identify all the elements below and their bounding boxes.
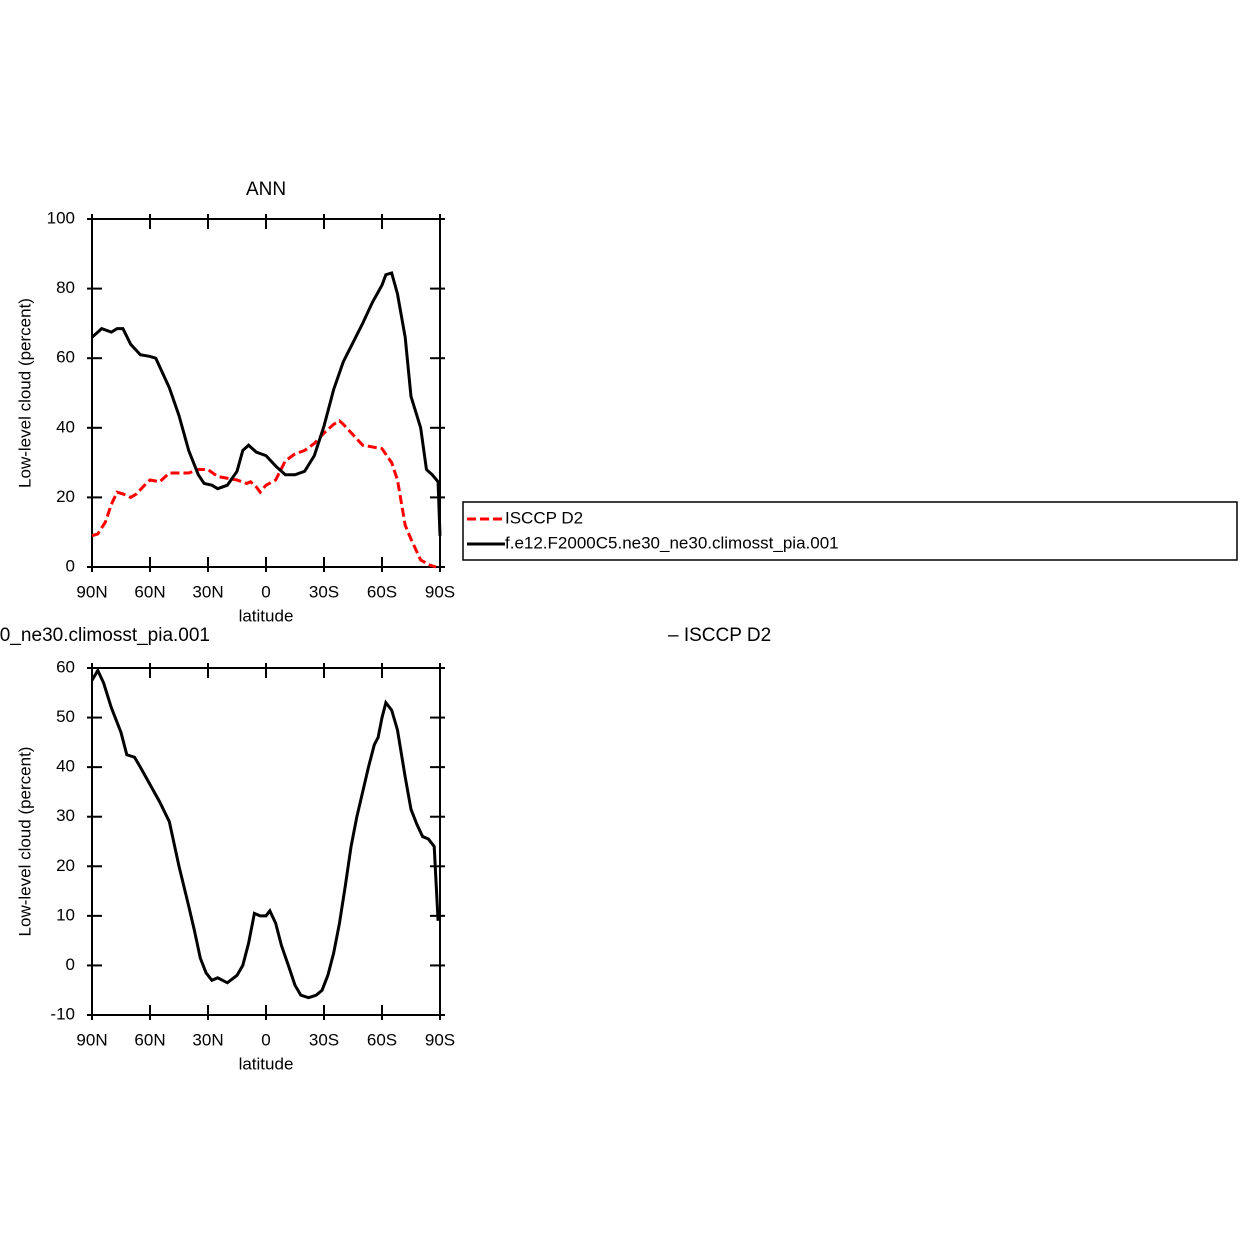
- x-axis-label: latitude: [239, 1054, 294, 1073]
- x-axis-label: latitude: [239, 606, 294, 625]
- y-axis-label: Low-level cloud (percent): [15, 747, 34, 937]
- y-tick-label: 0: [66, 556, 75, 575]
- y-tick-label: 10: [56, 905, 75, 924]
- left-title: f.e12.F2000C5.ne30_ne30.climosst_pia.001: [0, 625, 210, 646]
- x-tick-label: 90N: [76, 1030, 107, 1049]
- legend: ISCCP D2 f.e12.F2000C5.ne30_ne30.climosst…: [462, 501, 1238, 561]
- legend-label: ISCCP D2: [505, 508, 583, 527]
- y-tick-label: 20: [56, 487, 75, 506]
- x-tick-label: 90S: [425, 1030, 455, 1049]
- y-tick-label: 50: [56, 707, 75, 726]
- x-tick-label: 90N: [76, 582, 107, 601]
- x-tick-label: 90S: [425, 582, 455, 601]
- x-tick-label: 0: [261, 582, 270, 601]
- x-tick-label: 30N: [192, 1030, 223, 1049]
- x-tick-label: 30S: [309, 1030, 339, 1049]
- legend-box: [462, 501, 1238, 561]
- plot-frame: [91, 218, 441, 568]
- y-tick-label: 40: [56, 757, 75, 776]
- series-line: [90, 271, 442, 536]
- x-tick-label: 30N: [192, 582, 223, 601]
- y-axis-label: Low-level cloud (percent): [15, 298, 34, 488]
- series-line: [90, 667, 440, 1000]
- y-tick-label: 60: [56, 657, 75, 676]
- chart-title: ANN: [246, 179, 286, 200]
- plot-frame: [91, 667, 441, 1016]
- y-tick-label: 80: [56, 278, 75, 297]
- x-tick-label: 60N: [134, 582, 165, 601]
- y-tick-label: 0: [66, 955, 75, 974]
- right-title: – ISCCP D2: [668, 625, 771, 646]
- x-tick-label: 0: [261, 1030, 270, 1049]
- series-line: [91, 418, 437, 569]
- x-tick-label: 60S: [367, 1030, 397, 1049]
- x-tick-label: 30S: [309, 582, 339, 601]
- y-tick-label: 30: [56, 806, 75, 825]
- legend-label: f.e12.F2000C5.ne30_ne30.climosst_pia.001: [505, 533, 839, 552]
- x-tick-label: 60S: [367, 582, 397, 601]
- x-tick-label: 60N: [134, 1030, 165, 1049]
- y-tick-label: 60: [56, 348, 75, 367]
- y-tick-label: 40: [56, 417, 75, 436]
- y-tick-label: 20: [56, 856, 75, 875]
- y-tick-label: 100: [47, 208, 75, 227]
- y-tick-label: -10: [50, 1004, 75, 1023]
